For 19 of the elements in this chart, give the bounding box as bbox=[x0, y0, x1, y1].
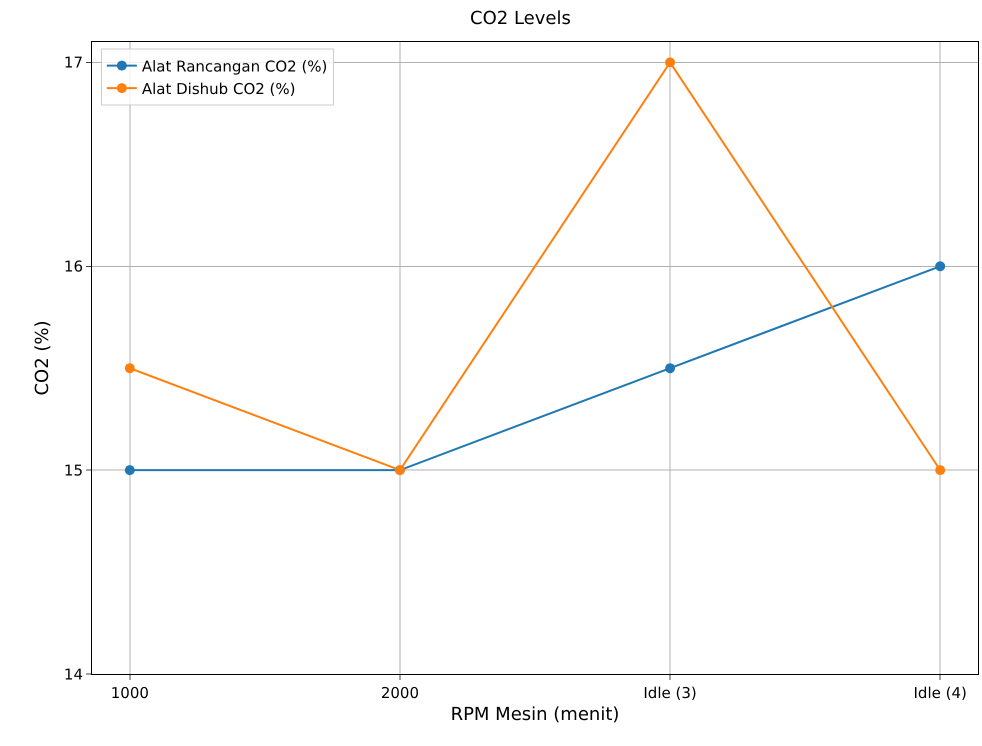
y-axis-title: CO2 (%) bbox=[32, 320, 54, 396]
x-tick-label: 2000 bbox=[380, 684, 420, 702]
y-tick-label: 14 bbox=[64, 665, 83, 684]
y-tick-label: 17 bbox=[64, 54, 83, 72]
y-tick-label: 15 bbox=[64, 461, 83, 480]
legend-label: Alat Rancangan CO2 (%) bbox=[142, 57, 328, 76]
chart-title: CO2 Levels bbox=[470, 8, 571, 29]
point bbox=[935, 261, 946, 272]
x-tick-label: Idle (4) bbox=[914, 684, 967, 702]
point bbox=[124, 465, 135, 476]
point bbox=[124, 363, 135, 374]
x-tick-label: Idle (3) bbox=[643, 684, 697, 702]
x-axis-title: RPM Mesin (menit) bbox=[450, 704, 620, 726]
x-tick-label: 1000 bbox=[110, 684, 149, 702]
point bbox=[665, 57, 676, 68]
point bbox=[665, 363, 676, 374]
point bbox=[935, 465, 946, 476]
y-tick-label: 16 bbox=[64, 258, 83, 276]
legend-label: Alat Dishub CO2 (%) bbox=[142, 80, 296, 98]
